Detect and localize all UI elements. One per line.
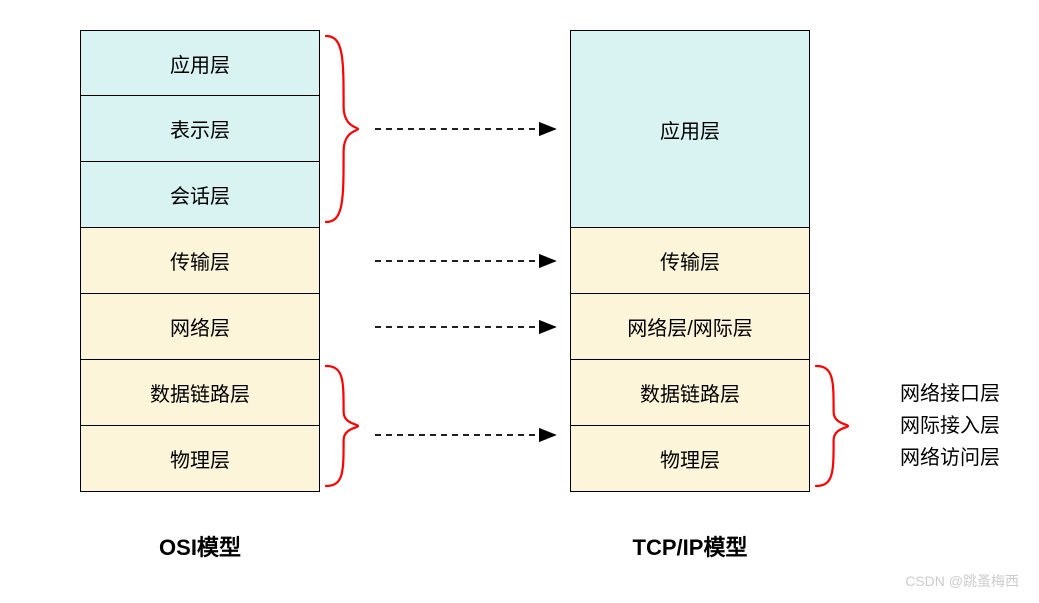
osi-layer: 传输层 <box>80 228 320 294</box>
side-label-line: 网络访问层 <box>900 442 1000 474</box>
side-label-line: 网络接口层 <box>900 378 1000 410</box>
osi-model-label: OSI模型 <box>80 530 320 562</box>
tcpip-model-label: TCP/IP模型 <box>570 530 810 562</box>
brace-osi-top <box>326 36 358 222</box>
watermark: CSDN @跳蚤梅西 <box>905 571 1019 591</box>
osi-layer: 数据链路层 <box>80 360 320 426</box>
tcpip-layer: 应用层 <box>570 30 810 228</box>
tcpip-layer: 物理层 <box>570 426 810 492</box>
tcpip-layer: 网络层/网际层 <box>570 294 810 360</box>
side-labels: 网络接口层网际接入层网络访问层 <box>900 378 1000 474</box>
osi-layer: 应用层 <box>80 30 320 96</box>
brace-osi-bottom <box>326 366 358 486</box>
osi-layer: 物理层 <box>80 426 320 492</box>
tcpip-layer: 数据链路层 <box>570 360 810 426</box>
osi-layer: 网络层 <box>80 294 320 360</box>
brace-tcpip-right <box>816 366 848 486</box>
osi-layer: 会话层 <box>80 162 320 228</box>
side-label-line: 网际接入层 <box>900 410 1000 442</box>
tcpip-layer: 传输层 <box>570 228 810 294</box>
diagram-canvas: 应用层表示层会话层传输层网络层数据链路层物理层应用层传输层网络层/网际层数据链路… <box>0 0 1039 603</box>
osi-layer: 表示层 <box>80 96 320 162</box>
